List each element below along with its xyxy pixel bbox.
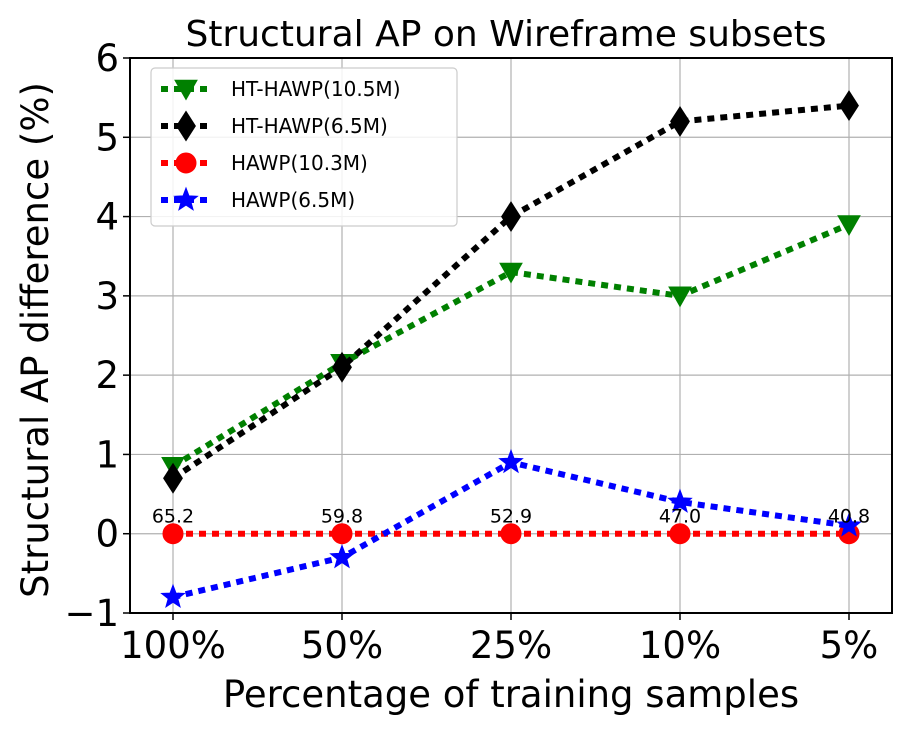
data-point xyxy=(331,523,353,545)
y-tick-label: 5 xyxy=(95,116,119,159)
x-tick-label: 50% xyxy=(301,624,383,667)
data-point xyxy=(163,462,183,494)
tick-layer: 100% 50% 25% 10% 5% −1 0 1 2 3 4 5 6 xyxy=(64,37,878,667)
y-tick-label: 1 xyxy=(95,433,119,476)
y-tick-label: 0 xyxy=(95,513,119,556)
data-point xyxy=(668,286,692,308)
series-line xyxy=(171,221,851,469)
legend-item: HT-HAWP(10.5M) xyxy=(161,77,401,101)
data-point xyxy=(332,351,352,383)
legend-label: HT-HAWP(10.5M) xyxy=(231,77,401,101)
y-tick-label: 3 xyxy=(95,275,119,318)
data-point xyxy=(500,523,522,545)
legend-marker xyxy=(174,79,198,101)
x-axis-label: Percentage of training samples xyxy=(223,673,799,716)
y-tick-label: 4 xyxy=(95,196,119,239)
series-layer xyxy=(160,90,862,609)
legend-marker xyxy=(173,186,199,211)
data-point xyxy=(329,544,355,569)
series xyxy=(160,448,862,609)
legend-marker xyxy=(176,110,196,142)
data-label: 52.9 xyxy=(490,506,532,528)
data-label: 40.8 xyxy=(828,506,870,528)
series-line xyxy=(171,102,850,481)
data-point xyxy=(669,523,691,545)
legend-item: HAWP(10.3M) xyxy=(161,151,368,175)
chart-title: Structural AP on Wireframe subsets xyxy=(185,14,826,55)
x-tick-label: 100% xyxy=(120,624,226,667)
data-point xyxy=(498,448,524,474)
data-label: 59.8 xyxy=(321,506,363,528)
legend-item: HT-HAWP(6.5M) xyxy=(161,110,388,142)
x-tick-label: 25% xyxy=(470,624,552,667)
data-point xyxy=(839,90,859,122)
legend-box xyxy=(150,67,458,227)
legend: HT-HAWP(10.5M) HT-HAWP(6.5M) HAWP(10.3M) HA… xyxy=(150,67,458,227)
data-point xyxy=(160,583,186,609)
legend-label: HAWP(6.5M) xyxy=(231,188,355,212)
legend-marker xyxy=(175,152,197,174)
data-label: 47.0 xyxy=(659,506,701,528)
annotation-layer: 65.2 59.8 52.9 47.0 40.8 xyxy=(152,506,870,528)
data-point xyxy=(162,523,184,545)
data-point xyxy=(670,105,690,137)
x-tick-label: 5% xyxy=(820,624,879,667)
data-label: 65.2 xyxy=(152,506,194,528)
data-point xyxy=(836,512,862,537)
data-point xyxy=(499,262,523,284)
y-axis-label: Structural AP difference (%) xyxy=(14,82,57,598)
y-tick-label: −1 xyxy=(64,592,119,635)
data-point xyxy=(667,488,693,513)
legend-label: HAWP(10.3M) xyxy=(231,151,368,175)
y-tick-label: 2 xyxy=(95,354,119,397)
data-point xyxy=(837,215,861,236)
series xyxy=(163,90,859,494)
legend-item: HAWP(6.5M) xyxy=(161,186,355,212)
x-tick-label: 10% xyxy=(639,624,721,667)
y-tick-label: 6 xyxy=(95,37,119,80)
data-point xyxy=(501,201,521,233)
legend-label: HT-HAWP(6.5M) xyxy=(231,114,388,138)
